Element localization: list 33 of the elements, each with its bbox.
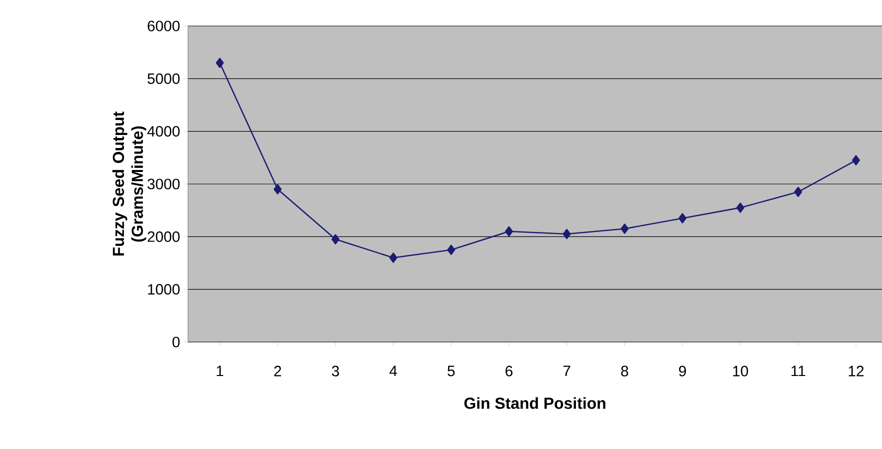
x-tick-label: 11 bbox=[792, 366, 806, 376]
x-tick-label: 2 bbox=[274, 366, 282, 376]
x-tick-label: 12 bbox=[848, 366, 864, 376]
point bbox=[504, 226, 513, 237]
y-tick-label: 0 bbox=[172, 336, 180, 348]
x-tick-label: 10 bbox=[733, 366, 748, 376]
point bbox=[562, 228, 571, 240]
y-tick-label: 6000 bbox=[148, 20, 180, 32]
x-tick-label: 5 bbox=[448, 366, 455, 376]
point bbox=[620, 224, 629, 234]
point bbox=[447, 244, 456, 255]
y-tick-label: 4000 bbox=[147, 126, 180, 137]
point bbox=[274, 184, 282, 194]
x-tick-label: 4 bbox=[390, 366, 398, 376]
x-tick-label: 9 bbox=[679, 366, 686, 376]
point bbox=[389, 252, 398, 263]
y-axis-title: Fuzzy Seed Output (Grams/Minute) bbox=[112, 112, 146, 256]
y-tick-label: 3000 bbox=[148, 178, 180, 190]
y-tick-label: 1000 bbox=[148, 284, 180, 295]
point bbox=[678, 213, 686, 224]
point bbox=[736, 202, 744, 213]
x-tick-label: 1 bbox=[216, 366, 224, 376]
point bbox=[216, 58, 224, 68]
x-axis-title: Gin Stand Position bbox=[464, 397, 606, 409]
point bbox=[794, 186, 802, 198]
y-tick-label: 2000 bbox=[148, 231, 180, 242]
point bbox=[852, 155, 860, 166]
x-tick-label: 6 bbox=[506, 366, 512, 376]
y-tick-label: 5000 bbox=[148, 73, 180, 84]
x-tick-label: 8 bbox=[621, 366, 628, 376]
point bbox=[331, 234, 340, 244]
x-tick-label: 7 bbox=[563, 366, 570, 376]
x-tick-label: 3 bbox=[332, 366, 339, 376]
